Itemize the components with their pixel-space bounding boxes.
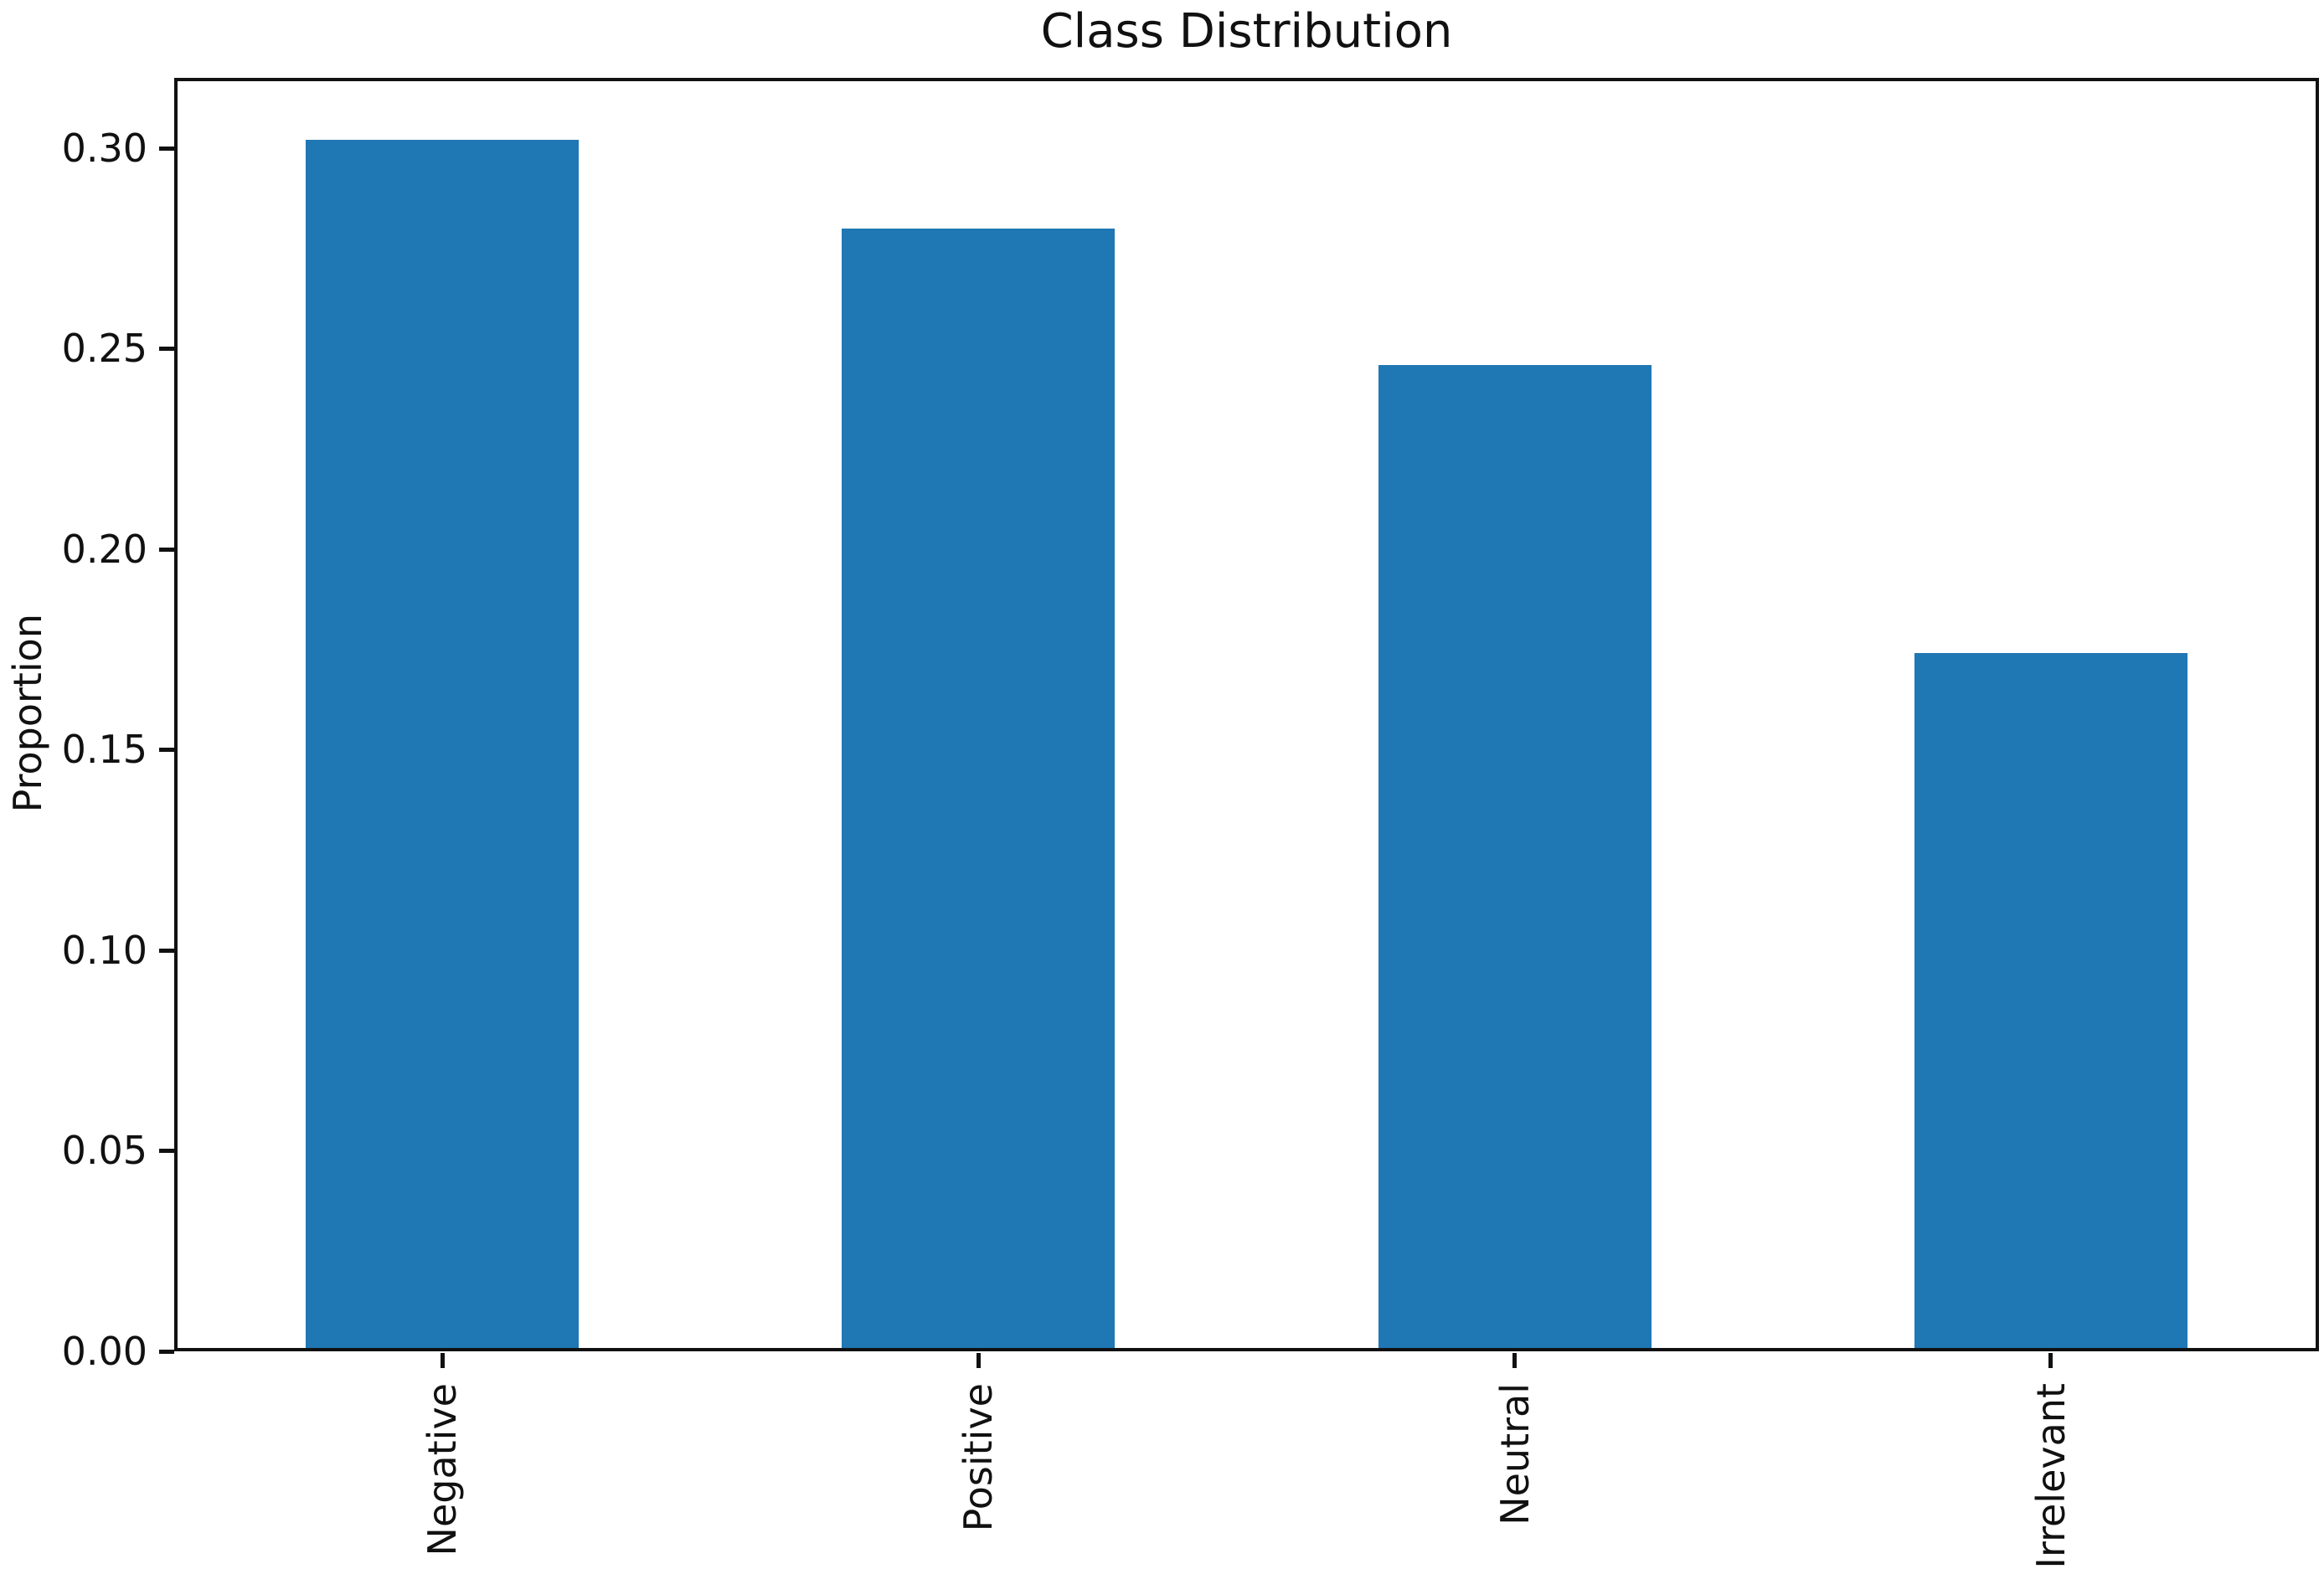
- bar-neutral: [1378, 364, 1652, 1351]
- y-tick-mark: [159, 1149, 174, 1154]
- x-tick-label-neutral: Neutral: [1492, 1383, 1538, 1525]
- y-tick-label: 0.25: [61, 326, 147, 372]
- bar-negative: [306, 140, 580, 1351]
- y-axis-label: Proportion: [5, 614, 50, 813]
- y-tick-label: 0.30: [61, 125, 147, 171]
- y-tick-mark: [159, 748, 174, 753]
- x-tick-mark: [440, 1353, 445, 1368]
- chart-title: Class Distribution: [1040, 4, 1453, 59]
- y-tick-label: 0.00: [61, 1329, 147, 1374]
- y-tick-label: 0.10: [61, 927, 147, 973]
- y-tick-mark: [159, 146, 174, 151]
- bar-positive: [842, 228, 1116, 1351]
- x-tick-mark: [2048, 1353, 2053, 1368]
- y-tick-mark: [159, 547, 174, 552]
- x-tick-label-positive: Positive: [956, 1383, 1002, 1532]
- y-tick-mark: [159, 948, 174, 953]
- y-tick-label: 0.05: [61, 1128, 147, 1174]
- bar-irrelevant: [1914, 653, 2187, 1351]
- x-tick-mark: [976, 1353, 981, 1368]
- x-tick-mark: [1512, 1353, 1518, 1368]
- y-tick-mark: [159, 1350, 174, 1354]
- x-tick-label-irrelevant: Irrelevant: [2028, 1383, 2074, 1569]
- plot-frame: [174, 78, 2319, 1351]
- y-tick-label: 0.15: [61, 727, 147, 773]
- y-tick-mark: [159, 347, 174, 352]
- x-tick-label-negative: Negative: [420, 1383, 466, 1556]
- y-tick-label: 0.20: [61, 526, 147, 572]
